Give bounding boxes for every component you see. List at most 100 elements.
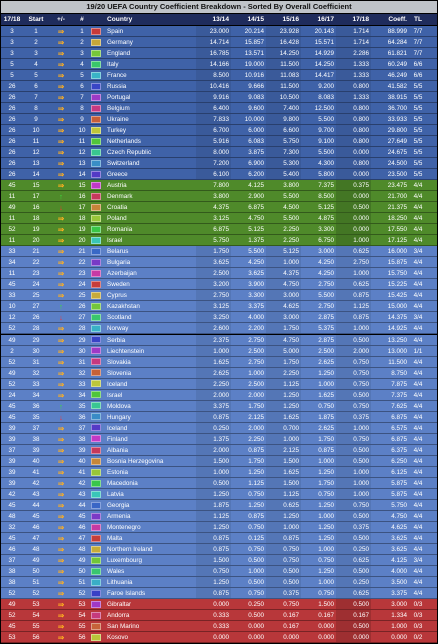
cell-season: 7.400 (266, 103, 301, 114)
cell-flag (91, 335, 105, 345)
cell-change: ⇒ (49, 610, 73, 620)
cell-country: Netherlands (107, 138, 141, 146)
cell-season: 5.750 (213, 237, 229, 245)
cell-flag (91, 456, 105, 466)
cell-coeff: 33.933 (387, 116, 407, 124)
flag-icon (91, 512, 101, 520)
cell-season: 0.500 (336, 389, 371, 400)
cell-tl: 4/4 (413, 501, 423, 509)
flag-icon (91, 380, 101, 388)
cell-season: 0.000 (336, 169, 371, 180)
cell-season: 1.714 (336, 26, 371, 37)
cell-prev: 46 (8, 545, 16, 553)
cell-season: 7.200 (196, 158, 231, 169)
cell-season: 0.500 (248, 578, 264, 586)
cell-season: 3.125 (196, 301, 231, 312)
cell-season: 2.250 (248, 435, 264, 443)
arrow-right-icon: ⇒ (57, 566, 65, 576)
cell-season: 0.875 (248, 446, 264, 454)
cell-season: 3.375 (248, 303, 264, 311)
cell-flag (91, 59, 105, 69)
cell-season: 2.900 (248, 193, 264, 201)
flag-icon (91, 60, 101, 68)
cell-season: 6.900 (248, 160, 264, 168)
cell-tl: 4/4 (413, 270, 423, 278)
cell-season: 3.900 (248, 281, 264, 289)
cell-rank: 35 (78, 402, 86, 410)
cell-rank: 19 (78, 226, 86, 234)
cell-prev: 52 (8, 589, 16, 597)
cell-season: 15.857 (244, 39, 264, 47)
flag-icon (91, 215, 101, 223)
cell-coeff: 4.125 (391, 556, 407, 564)
cell-start: 34 (32, 391, 40, 399)
cell-rank: 43 (78, 490, 86, 498)
cell-start: 41 (32, 468, 40, 476)
cell-season: 1.500 (266, 477, 301, 488)
cell-prev: 52 (8, 358, 16, 366)
cell-season: 2.750 (196, 290, 231, 301)
cell-season: 1.250 (318, 501, 334, 509)
cell-country: Russia (107, 83, 127, 91)
table-row: 39 41 ⇒ 41 Estonia 1.000 1.250 1.625 1.250 1.000 6… (1, 466, 437, 478)
cell-season: 11.500 (266, 59, 301, 70)
arrow-right-icon: ⇒ (57, 489, 65, 499)
cell-flag (91, 125, 105, 135)
table-row: 45 24 ⇒ 24 Sweden 3.200 3.900 4.750 2.750 0.625 15… (1, 279, 437, 291)
flag-icon (91, 446, 101, 454)
cell-rank: 1 (80, 28, 84, 35)
cell-prev: 26 (8, 127, 16, 135)
cell-change: ⇒ (49, 445, 73, 455)
cell-flag (91, 599, 105, 609)
cell-season: 1.125 (266, 488, 301, 499)
cell-change: ⇒ (49, 213, 73, 223)
cell-tl: 0/2 (413, 633, 423, 641)
cell-prev: 52 (8, 325, 16, 333)
cell-tl: 4/4 (413, 479, 423, 487)
cell-rank: 17 (78, 204, 86, 212)
cell-season: 5.000 (266, 345, 301, 356)
arrow-right-icon: ⇒ (57, 137, 65, 147)
cell-rank: 11 (78, 138, 86, 146)
cell-season: 9.600 (248, 105, 264, 113)
cell-season: 0.800 (336, 136, 371, 147)
cell-flag (91, 81, 105, 91)
cell-flag (91, 169, 105, 179)
cell-season: 1.250 (318, 468, 334, 476)
cell-season: 1.000 (266, 521, 301, 532)
cell-season: 0.000 (283, 633, 299, 641)
cell-season: 2.875 (318, 314, 334, 322)
cell-prev: 3 (10, 39, 14, 47)
cell-tl: 0/3 (413, 611, 423, 619)
cell-flag (91, 191, 105, 201)
cell-tl: 4/4 (413, 402, 423, 410)
flag-icon (91, 633, 101, 641)
cell-coeff: 23.500 (387, 171, 407, 179)
cell-change: ⇒ (49, 621, 73, 631)
flag-icon (91, 435, 101, 443)
cell-flag (91, 632, 105, 642)
cell-season: 0.000 (336, 213, 371, 224)
cell-country: Israel (107, 237, 123, 245)
cell-season: 1.250 (318, 567, 334, 575)
cell-tl: 4/4 (413, 193, 423, 201)
cell-rank: 56 (78, 633, 86, 641)
cell-coeff: 15.000 (387, 303, 407, 311)
cell-country: Moldova (107, 402, 131, 410)
cell-prev: 38 (8, 567, 16, 575)
flag-icon (91, 115, 101, 123)
cell-flag (91, 357, 105, 367)
header-rank: # (80, 16, 84, 23)
cell-rank: 54 (78, 611, 86, 619)
cell-season: 5.500 (283, 215, 299, 223)
cell-change: ↓ (49, 312, 73, 322)
cell-season: 1.000 (248, 567, 264, 575)
cell-rank: 12 (78, 149, 86, 157)
cell-season: 5.500 (248, 248, 264, 256)
cell-season: 1.250 (196, 576, 231, 587)
cell-change: ⇒ (49, 147, 73, 157)
cell-rank: 22 (78, 259, 86, 267)
cell-start: 12 (32, 149, 40, 157)
cell-season: 0.800 (336, 81, 371, 92)
cell-change: ⇒ (49, 555, 73, 565)
